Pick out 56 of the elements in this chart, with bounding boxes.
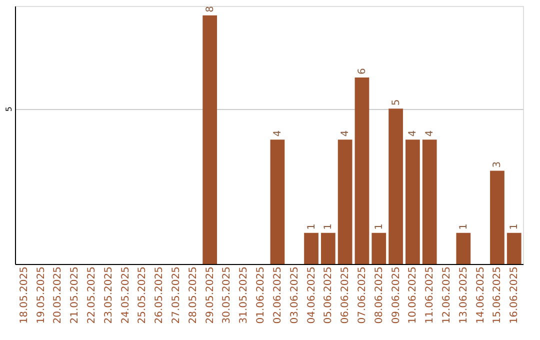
x-tick-label: 20.05.2025 bbox=[52, 266, 64, 324]
bar bbox=[372, 232, 386, 264]
x-tick-label: 01.06.2025 bbox=[256, 266, 267, 324]
bar bbox=[422, 140, 437, 264]
bar bbox=[490, 170, 504, 264]
x-tick-label: 23.05.2025 bbox=[103, 266, 114, 324]
x-tick-label: 11.06.2025 bbox=[424, 266, 436, 324]
data-label: 4 bbox=[408, 130, 419, 137]
data-label: 4 bbox=[272, 130, 284, 137]
x-tick-label: 10.06.2025 bbox=[408, 266, 419, 324]
data-label: 4 bbox=[340, 130, 352, 137]
x-tick-label: 19.05.2025 bbox=[36, 266, 47, 324]
data-label: 1 bbox=[374, 224, 385, 230]
x-tick-label: 26.05.2025 bbox=[154, 266, 166, 324]
data-label: 1 bbox=[509, 224, 520, 230]
x-tick-label: 09.06.2025 bbox=[390, 266, 402, 324]
x-tick-label: 28.05.2025 bbox=[188, 266, 199, 324]
x-tick-label: 12.06.2025 bbox=[442, 266, 453, 324]
bar bbox=[506, 232, 522, 264]
x-tick-label: 03.06.2025 bbox=[289, 266, 300, 324]
x-tick-label: 27.05.2025 bbox=[171, 266, 182, 324]
x-tick-label: 21.05.2025 bbox=[70, 266, 81, 324]
data-label: 4 bbox=[424, 130, 436, 137]
bar bbox=[388, 108, 403, 264]
x-tick-label: 06.06.2025 bbox=[340, 266, 352, 324]
x-tick-label: 07.06.2025 bbox=[356, 266, 368, 324]
data-label: 8 bbox=[204, 6, 216, 12]
bar bbox=[202, 15, 218, 264]
x-tick-label: 13.06.2025 bbox=[458, 266, 470, 324]
x-tick-label: 29.05.2025 bbox=[204, 266, 216, 324]
x-tick-label: 22.05.2025 bbox=[86, 266, 98, 324]
x-tick-label: 16.06.2025 bbox=[509, 266, 520, 324]
data-label: 3 bbox=[492, 161, 504, 168]
x-tick-label: 04.06.2025 bbox=[306, 266, 318, 324]
x-tick-label: 08.06.2025 bbox=[374, 266, 385, 324]
bar bbox=[354, 77, 370, 264]
bar bbox=[320, 232, 336, 264]
data-label: 1 bbox=[306, 224, 318, 230]
data-label: 1 bbox=[458, 224, 470, 230]
data-label: 1 bbox=[323, 224, 334, 230]
x-tick-label: 05.06.2025 bbox=[323, 266, 334, 324]
x-tick-label: 24.05.2025 bbox=[120, 266, 132, 324]
bar bbox=[338, 140, 352, 264]
bar bbox=[456, 232, 471, 264]
x-tick-label: 25.05.2025 bbox=[137, 266, 148, 324]
bar bbox=[304, 232, 318, 264]
data-label: 5 bbox=[390, 99, 402, 106]
x-tick-label: 15.06.2025 bbox=[492, 266, 504, 324]
bar bbox=[406, 140, 420, 264]
x-tick-label: 30.05.2025 bbox=[222, 266, 233, 324]
bar bbox=[270, 140, 285, 264]
x-tick-label: 14.06.2025 bbox=[475, 266, 486, 324]
x-tick-label: 18.05.2025 bbox=[18, 266, 30, 324]
data-label: 6 bbox=[356, 68, 368, 74]
x-tick-label: 31.05.2025 bbox=[238, 266, 250, 324]
x-tick-label: 02.06.2025 bbox=[272, 266, 284, 324]
